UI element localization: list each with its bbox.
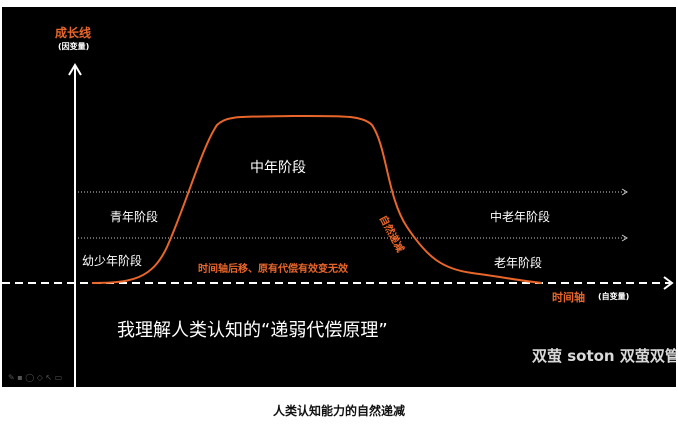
headline: 我理解人类认知的“递弱代偿原理”: [117, 320, 388, 341]
stage-child: 幼少年阶段: [82, 254, 143, 268]
x-axis-arrow: [663, 276, 674, 290]
x-axis-subtitle: (自变量): [598, 292, 630, 301]
caption: 人类认知能力的自然递减: [272, 404, 405, 418]
growth-curve: [91, 114, 543, 284]
x-axis-title: 时间轴: [552, 291, 585, 304]
toolbar-icons[interactable]: ✎ ▪ ◯ ◇ ↖ ▭: [8, 373, 63, 382]
diagram-slide: 成长线 (因变量) 中年阶段 青年阶段 幼少年阶段 中老年阶段 老年阶段 自然递…: [2, 7, 678, 387]
y-axis-title: 成长线: [55, 26, 92, 40]
y-axis-arrow: [68, 63, 82, 76]
y-axis-subtitle: (因变量): [58, 42, 90, 51]
diagram-graphics: [2, 63, 674, 387]
watermark-logo: 双萤 soton 双萤双管: [532, 347, 678, 365]
stage-youth: 青年阶段: [110, 210, 159, 224]
stage-middle: 中年阶段: [250, 160, 306, 176]
shift-label: 时间轴后移、原有代偿有效变无效: [198, 264, 348, 275]
stage-old: 老年阶段: [494, 256, 543, 270]
stage-late-middle: 中老年阶段: [490, 210, 551, 224]
